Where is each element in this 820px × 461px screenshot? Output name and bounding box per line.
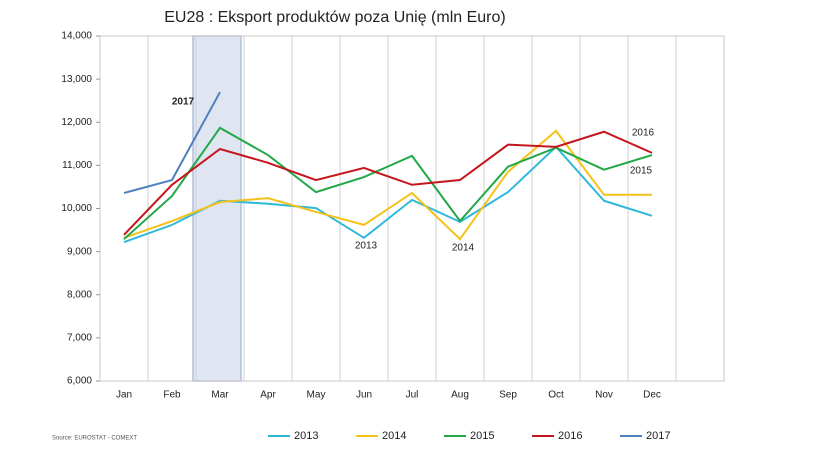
x-tick-label: Jul bbox=[406, 390, 419, 401]
x-tick-label: Oct bbox=[548, 390, 564, 401]
annotation: 2013 bbox=[355, 241, 378, 252]
legend-label: 2013 bbox=[294, 430, 318, 442]
annotation: 2016 bbox=[632, 128, 655, 139]
x-tick-label: Dec bbox=[643, 390, 661, 401]
annotation: 2015 bbox=[630, 166, 653, 177]
annotation: 2017 bbox=[172, 97, 195, 108]
x-tick-label: Aug bbox=[451, 390, 469, 401]
legend-label: 2014 bbox=[382, 430, 406, 442]
y-tick-label: 8,000 bbox=[67, 289, 92, 300]
y-tick-label: 11,000 bbox=[62, 160, 92, 171]
x-tick-label: Mar bbox=[211, 390, 229, 401]
x-tick-label: Nov bbox=[595, 390, 613, 401]
series-line bbox=[123, 126, 653, 240]
chart-title: EU28 : Eksport produktów poza Unię (mln … bbox=[164, 9, 505, 26]
x-tick-label: Jan bbox=[116, 390, 132, 401]
x-tick-label: Apr bbox=[260, 390, 276, 401]
legend-label: 2015 bbox=[470, 430, 494, 442]
x-tick-label: Sep bbox=[499, 390, 517, 401]
legend-label: 2016 bbox=[558, 430, 582, 442]
x-tick-label: May bbox=[307, 390, 326, 401]
series-line bbox=[123, 129, 652, 241]
legend-label: 2017 bbox=[646, 430, 670, 442]
highlight-band bbox=[192, 35, 242, 382]
x-tick-label: Feb bbox=[163, 390, 181, 401]
annotation: 2014 bbox=[452, 243, 475, 254]
y-tick-label: 6,000 bbox=[67, 376, 92, 387]
y-tick-label: 14,000 bbox=[61, 31, 92, 42]
y-tick-label: 13,000 bbox=[61, 74, 92, 85]
y-tick-label: 7,000 bbox=[67, 333, 92, 344]
series-line bbox=[123, 130, 653, 236]
x-tick-label: Jun bbox=[356, 390, 372, 401]
source: Source: EUROSTAT - COMEXT bbox=[52, 436, 137, 442]
series-line bbox=[123, 91, 221, 194]
y-tick-label: 12,000 bbox=[61, 117, 92, 128]
y-tick-label: 10,000 bbox=[61, 203, 92, 214]
y-tick-label: 9,000 bbox=[67, 246, 92, 257]
